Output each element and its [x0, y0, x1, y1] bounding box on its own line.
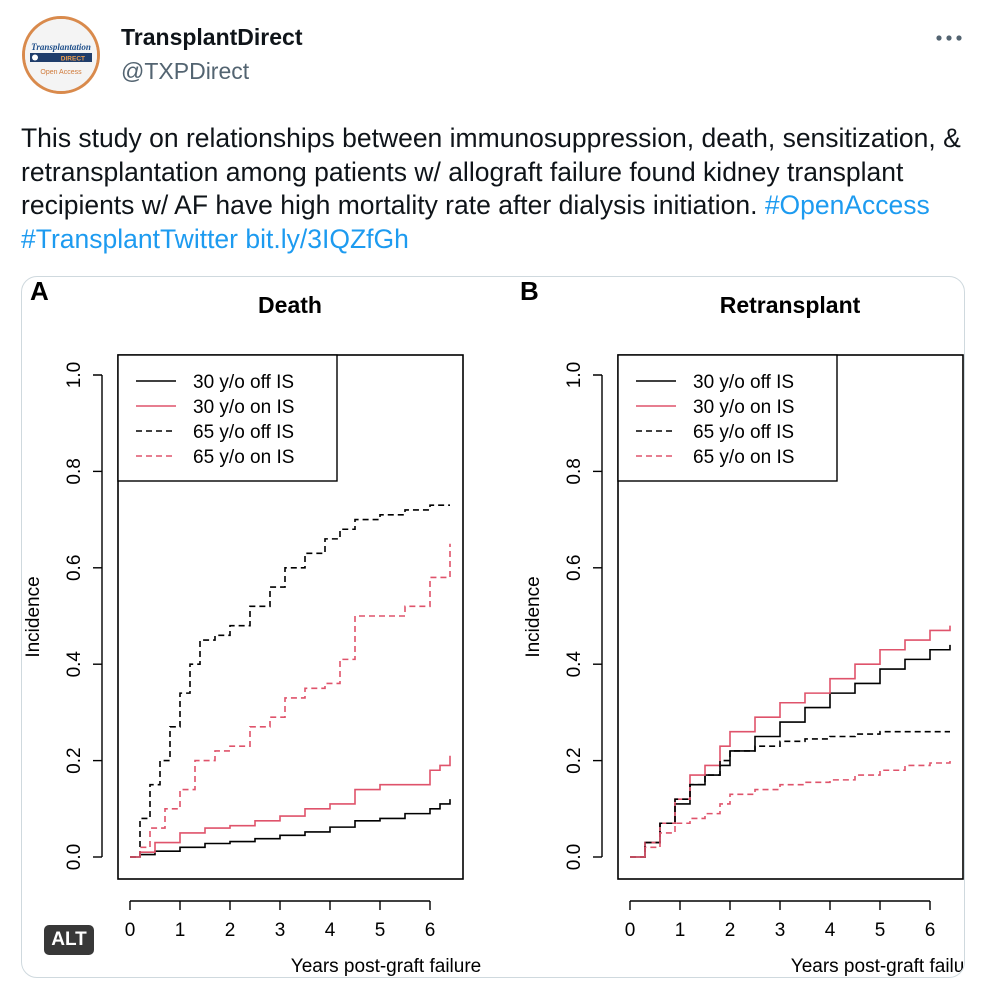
alt-text-button[interactable]: ALT	[44, 925, 94, 955]
panel-letter-b: B	[520, 277, 539, 306]
avatar-line-2: DIRECT	[61, 56, 85, 63]
y-tick-label: 0.0	[64, 844, 85, 870]
x-tick-label: 4	[825, 920, 836, 941]
y-tick-label: 0.4	[64, 651, 85, 678]
x-tick-label: 5	[875, 920, 886, 941]
incidence-charts: A Death 0.0 0.2 0.4 0.6 0.8 1.0 0 1 2 3 4 5 6 Years pos…	[23, 277, 965, 977]
tweet-media[interactable]: A Death 0.0 0.2 0.4 0.6 0.8 1.0 0 1 2 3 4 5 6 Years pos…	[21, 276, 965, 978]
y-tick-label: 0.4	[564, 651, 585, 678]
x-axis-label: Years post-graft failure	[791, 956, 965, 977]
x-tick-label: 5	[375, 920, 386, 941]
tweet-body: This study on relationships between immu…	[21, 123, 961, 220]
y-tick-label: 0.8	[64, 458, 85, 484]
series-line-30-y-o-off-is	[130, 799, 451, 858]
hashtag-openaccess-link[interactable]: #OpenAccess	[764, 190, 930, 220]
series-line-65-y-o-on-is	[630, 760, 951, 858]
transplantdirect-logo-icon: Transplantation DIRECT Open Access	[25, 19, 97, 91]
short-url-link[interactable]: bit.ly/3IQZfGh	[245, 223, 409, 254]
chart-title: Retransplant	[720, 292, 861, 318]
x-tick-label: 0	[625, 920, 636, 941]
x-axis-label: Years post-graft failure	[291, 956, 481, 977]
y-tick-label: 0.6	[64, 555, 85, 581]
x-tick-label: 6	[925, 920, 936, 941]
series-line-65-y-o-off-is	[130, 504, 450, 858]
legend-label: 65 y/o on IS	[693, 447, 794, 468]
series-line-30-y-o-on-is	[130, 755, 451, 858]
legend-label: 65 y/o on IS	[193, 447, 294, 468]
x-tick-label: 0	[125, 920, 136, 941]
avatar[interactable]: Transplantation DIRECT Open Access	[22, 16, 100, 94]
y-tick-label: 0.0	[564, 844, 585, 870]
y-tick-label: 0.2	[64, 747, 85, 773]
panel-letter-a: A	[30, 277, 49, 306]
y-tick-label: 1.0	[64, 362, 85, 388]
y-tick-label: 0.2	[564, 747, 585, 773]
chart-title: Death	[258, 292, 322, 318]
legend-box	[617, 354, 838, 482]
y-tick-label: 1.0	[564, 362, 585, 388]
avatar-line-3: Open Access	[40, 69, 82, 76]
legend-label: 65 y/o off IS	[693, 422, 794, 443]
y-axis-label: Incidence	[23, 576, 44, 657]
x-tick-label: 1	[175, 920, 186, 941]
x-tick-label: 6	[425, 920, 436, 941]
account-handle[interactable]: @TXPDirect	[121, 58, 250, 84]
x-tick-label: 3	[775, 920, 786, 941]
tweet-text: This study on relationships between immu…	[21, 122, 961, 256]
y-axis-label: Incidence	[523, 576, 544, 657]
y-tick-label: 0.8	[564, 458, 585, 484]
hashtag-transplanttwitter-link[interactable]: #TransplantTwitter	[21, 223, 238, 254]
legend-box	[117, 354, 338, 482]
legend-label: 65 y/o off IS	[193, 422, 294, 443]
series-line-30-y-o-on-is	[630, 625, 951, 858]
series-line-65-y-o-off-is	[630, 730, 950, 858]
avatar-line-1: Transplantation	[31, 42, 91, 52]
account-name[interactable]: TransplantDirect	[121, 24, 303, 50]
series-line-30-y-o-off-is	[630, 644, 951, 858]
legend-label: 30 y/o off IS	[693, 372, 794, 393]
legend-label: 30 y/o on IS	[693, 397, 794, 418]
more-dots-icon	[936, 35, 962, 41]
x-tick-label: 1	[675, 920, 686, 941]
x-tick-label: 2	[725, 920, 736, 941]
series-line-65-y-o-on-is	[130, 543, 451, 858]
y-tick-label: 0.6	[564, 555, 585, 581]
legend-label: 30 y/o off IS	[193, 372, 294, 393]
x-tick-label: 2	[225, 920, 236, 941]
x-tick-label: 4	[325, 920, 336, 941]
legend-label: 30 y/o on IS	[193, 397, 294, 418]
more-options-button[interactable]	[934, 26, 966, 50]
x-tick-label: 3	[275, 920, 286, 941]
